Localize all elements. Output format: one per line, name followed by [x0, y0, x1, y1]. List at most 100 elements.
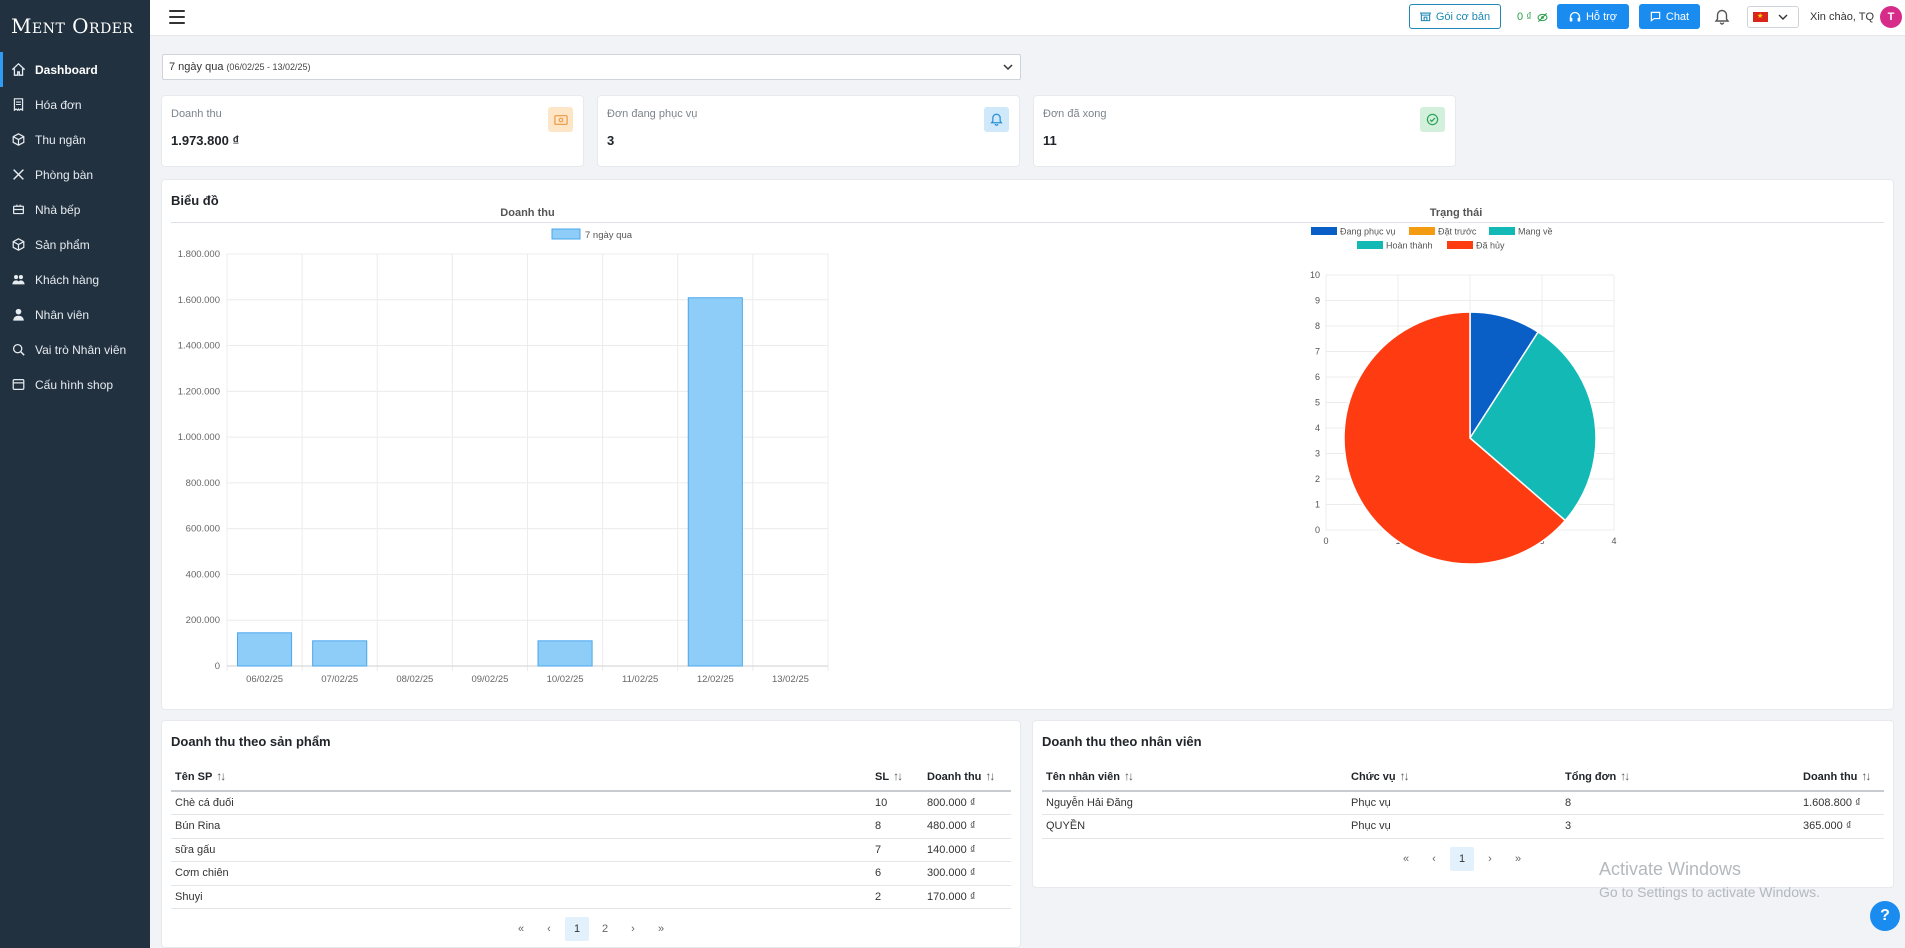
column-header-revenue[interactable]: Doanh thu ↑↓	[1799, 761, 1884, 792]
product-revenue: 800.000 ₫	[923, 791, 1011, 815]
balance-display: 0 ₫	[1517, 11, 1548, 23]
sort-icon[interactable]: ↑↓	[1123, 768, 1134, 783]
sort-icon[interactable]: ↑↓	[216, 768, 226, 783]
legend-swatch	[1311, 227, 1337, 235]
y-tick-label: 1.600.000	[178, 295, 220, 306]
sidebar-item-kitchen[interactable]: Nhà bếp	[0, 192, 150, 227]
x-tick-label: 10/02/25	[547, 674, 584, 685]
sidebar-item-dashboard[interactable]: Dashboard	[0, 52, 150, 87]
user-role-icon	[11, 343, 25, 357]
bar	[687, 297, 743, 667]
sort-icon[interactable]: ↑↓	[985, 768, 995, 783]
bar	[312, 640, 368, 667]
table-row: Nguyễn Hải Đăng Phục vụ 8 1.608.800 ₫	[1042, 791, 1884, 815]
y-tick-label: 9	[1315, 296, 1320, 306]
sidebar-item-staff[interactable]: Nhân viên	[0, 297, 150, 332]
product-revenue: 480.000 ₫	[923, 814, 1011, 839]
sidebar-item-tables[interactable]: Phòng bàn	[0, 157, 150, 192]
sort-icon[interactable]: ↑↓	[1399, 768, 1410, 783]
sidebar-item-label: Khách hàng	[35, 272, 100, 287]
windows-activation-title: Activate Windows	[1599, 859, 1742, 879]
chart-panel-title: Biểu đồ	[171, 193, 219, 208]
staff-pagination: « ‹ 1 › »	[1394, 847, 1530, 871]
chat-label: Chat	[1665, 10, 1690, 23]
prev-page-button[interactable]: ‹	[547, 923, 551, 935]
x-tick-label: 11/02/25	[622, 674, 658, 685]
box-icon	[11, 133, 25, 147]
top-bar: Gói cơ bản 0 ₫ Hỗ trợ Chat Xin chào, TQ …	[150, 0, 1905, 36]
product-qty: 10	[871, 791, 923, 815]
support-button[interactable]: Hỗ trợ	[1557, 4, 1629, 29]
y-tick-label: 2	[1315, 474, 1320, 484]
stat-label: Đơn đang phục vụ	[607, 108, 698, 120]
sidebar-item-products[interactable]: Sản phẩm	[0, 227, 150, 262]
page-button[interactable]: 1	[1450, 847, 1474, 871]
column-header-total-orders[interactable]: Tổng đơn ↑↓	[1561, 761, 1799, 792]
column-header-staff-name[interactable]: Tên nhân viên ↑↓	[1042, 761, 1347, 792]
money-icon	[548, 107, 573, 132]
sort-icon[interactable]: ↑↓	[893, 768, 903, 783]
x-tick-label: 08/02/25	[396, 674, 433, 685]
page-button[interactable]: 1	[565, 917, 589, 941]
windows-activation-subtitle: Go to Settings to activate Windows.	[1599, 884, 1820, 900]
sidebar-item-label: Cấu hình shop	[35, 377, 114, 392]
column-header-qty[interactable]: SL ↑↓	[871, 761, 923, 792]
products-table-title: Doanh thu theo sản phẩm	[171, 734, 331, 749]
help-button[interactable]: ?	[1870, 901, 1900, 931]
legend-label: Đặt trước	[1438, 227, 1477, 237]
bell-icon	[984, 107, 1009, 132]
sort-icon[interactable]: ↑↓	[1861, 768, 1871, 783]
avatar[interactable]: T	[1880, 6, 1902, 28]
staff-revenue-panel: Doanh thu theo nhân viên Tên nhân viên ↑↓…	[1032, 720, 1894, 888]
sidebar-item-cashier[interactable]: Thu ngân	[0, 122, 150, 157]
last-page-button[interactable]: »	[657, 923, 665, 935]
sidebar-item-staff-roles[interactable]: Vai trò Nhân viên	[0, 332, 150, 367]
y-tick-label: 600.000	[186, 524, 220, 535]
first-page-button[interactable]: «	[517, 923, 525, 935]
user-icon	[11, 308, 25, 322]
box-icon	[11, 238, 25, 252]
prev-page-button[interactable]: ‹	[1432, 853, 1436, 865]
first-page-button[interactable]: «	[1402, 853, 1410, 865]
product-name: Bún Rina	[171, 814, 871, 839]
stat-value: 1.973.800 ₫	[171, 133, 240, 148]
last-page-button[interactable]: »	[1514, 853, 1522, 865]
column-header-role[interactable]: Chức vụ ↑↓	[1347, 761, 1561, 792]
kitchen-icon	[11, 203, 25, 217]
staff-revenue: 365.000 ₫	[1799, 814, 1884, 839]
stat-label: Doanh thu	[171, 108, 222, 120]
page-button[interactable]: 2	[601, 923, 609, 935]
stat-value: 11	[1043, 133, 1057, 148]
next-page-button[interactable]: ›	[1488, 853, 1492, 865]
sidebar-item-label: Phòng bàn	[35, 167, 94, 182]
y-tick-label: 400.000	[186, 569, 220, 580]
eye-off-icon[interactable]	[1537, 12, 1548, 23]
column-header-product-name[interactable]: Tên SP ↑↓	[171, 761, 871, 792]
plan-button[interactable]: Gói cơ bản	[1409, 4, 1501, 29]
sort-icon[interactable]: ↑↓	[1620, 768, 1630, 783]
sidebar-item-customers[interactable]: Khách hàng	[0, 262, 150, 297]
date-range-select[interactable]: 7 ngày qua (06/02/25 - 13/02/25)	[162, 54, 1021, 80]
y-tick-label: 1.800.000	[178, 249, 220, 260]
table-row: Cơm chiên 6 300.000 ₫	[171, 861, 1011, 886]
x-tick-label: 0	[1323, 536, 1328, 546]
product-name: Shuyi	[171, 885, 871, 909]
sidebar-item-label: Nhà bếp	[35, 202, 81, 217]
headset-icon	[1569, 11, 1581, 21]
notification-bell-icon[interactable]	[1714, 9, 1730, 25]
shop-icon	[11, 378, 25, 392]
menu-toggle-icon[interactable]	[169, 10, 185, 24]
staff-revenue: 1.608.800 ₫	[1799, 791, 1884, 815]
chat-button[interactable]: Chat	[1639, 4, 1700, 29]
y-tick-label: 800.000	[186, 478, 220, 489]
y-tick-label: 0	[1315, 525, 1320, 535]
column-header-revenue[interactable]: Doanh thu ↑↓	[923, 761, 1011, 792]
sidebar-item-invoices[interactable]: Hóa đơn	[0, 87, 150, 122]
legend-swatch	[1357, 241, 1383, 249]
table-row: QUYỀN Phục vụ 3 365.000 ₫	[1042, 814, 1884, 839]
app-logo[interactable]: Ment Order	[11, 14, 134, 38]
language-select[interactable]	[1747, 6, 1799, 28]
sidebar-item-shop-settings[interactable]: Cấu hình shop	[0, 367, 150, 402]
next-page-button[interactable]: ›	[631, 923, 635, 935]
product-revenue: 300.000 ₫	[923, 861, 1011, 886]
